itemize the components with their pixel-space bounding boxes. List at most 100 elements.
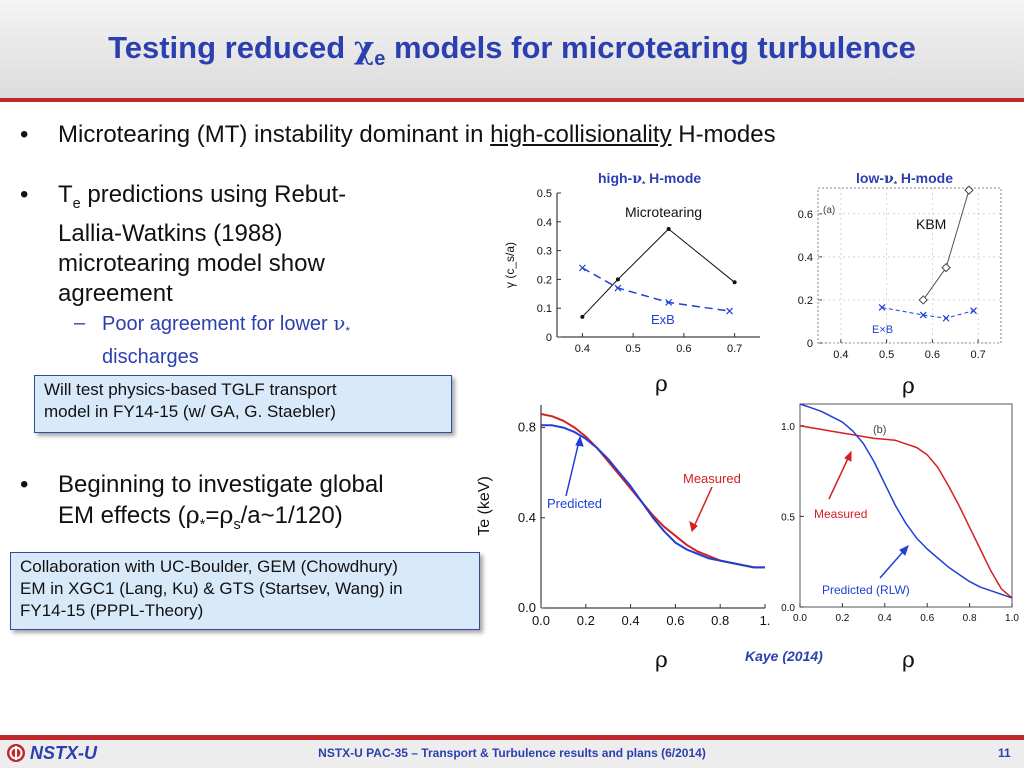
- chart-0-data-point: [665, 299, 673, 306]
- chart-0-data-point: [580, 314, 585, 319]
- chart-1-data-point: [941, 262, 951, 273]
- rho-star-sub: *: [199, 516, 206, 533]
- chart-0-y-tick-label: 0.4: [537, 217, 552, 229]
- bullet-1-text-end: H-modes: [671, 121, 776, 148]
- chart-2-y-axis-label: Te (keV): [476, 476, 493, 536]
- title-subscript: e: [374, 48, 386, 71]
- chart-1-data-point: [878, 304, 886, 311]
- high-nu-title-end: H-mode: [645, 170, 702, 186]
- chart-1-data-point: [970, 307, 977, 315]
- chart-3-series-line: [799, 425, 1013, 599]
- chart-2-y-tick-label: 0.8: [518, 420, 536, 435]
- chart-2-x-tick-label: 0.4: [622, 613, 640, 628]
- bullet-2-line-4: agreement: [58, 279, 173, 307]
- chart-0-data-point: [726, 307, 733, 315]
- page-number: 11: [998, 746, 1011, 760]
- chart-2-measured-arrow: [691, 486, 713, 532]
- chart-2-predicted-arrowhead: [575, 435, 584, 447]
- bullet-dot: •: [20, 471, 29, 498]
- bullet-2-line-2: Lallia-Watkins (1988): [58, 219, 283, 247]
- bullet-dot: •: [20, 121, 29, 148]
- chart-3-x-tick-label: 0.0: [793, 613, 807, 624]
- chart-3-annotation-predicted: Predicted (RLW): [822, 583, 910, 597]
- rho-label-plot-4: ρ: [902, 648, 915, 673]
- chart-2-x-tick-label: 0.6: [666, 613, 684, 628]
- collab-line-1: Collaboration with UC-Boulder, GEM (Chow…: [20, 557, 398, 576]
- chart-2-x-tick-label: 1.: [760, 613, 771, 628]
- chart-1-x-tick-label: 0.7: [970, 349, 985, 361]
- chart-1-y-tick-label: 0.4: [798, 252, 813, 264]
- chart-1-series-line: [922, 190, 970, 301]
- bullet-1-text: Microtearing (MT) instability dominant i…: [58, 121, 491, 148]
- nu-symbol: ν: [632, 171, 642, 187]
- chart-0-series-line: [582, 228, 735, 318]
- chart-0-data-point: [615, 277, 620, 282]
- chart-1-data-point: [919, 311, 927, 319]
- nstx-logo-text: NSTX-U: [30, 743, 97, 763]
- title-chi-symbol: χ: [353, 30, 375, 66]
- citation: Kaye (2014): [745, 648, 823, 664]
- chart-1-x-tick-label: 0.6: [925, 349, 940, 361]
- bullet-3-line-2: EM effects (ρ*=ρs/a~1/120): [58, 500, 458, 540]
- chart-1-y-tick-label: 0.2: [798, 295, 813, 307]
- bullet-3-text: EM effects (: [58, 502, 186, 529]
- chart-2-measured-arrowhead: [689, 521, 698, 532]
- chart-3-annotation-measured: Measured: [814, 507, 867, 521]
- chart-2-y-tick-label: 0.4: [518, 510, 536, 525]
- chart-2-x-tick-label: 0.0: [532, 613, 550, 628]
- rho-label-plot-3: ρ: [655, 648, 668, 673]
- chart-1-annotation-exb: E×B: [872, 324, 893, 336]
- rho-s-sub: s: [233, 516, 241, 533]
- nu-symbol: ν: [333, 311, 346, 335]
- tglf-line-2: model in FY14-15 (w/ GA, G. Staebler): [44, 402, 336, 421]
- chart-0-series-line: [582, 267, 730, 312]
- low-nu-title-end: H-mode: [896, 170, 953, 186]
- bullet-2-line-1: Te predictions using Rebut-: [58, 180, 438, 219]
- chart-1-data-point: [942, 314, 950, 322]
- chart-3-x-tick-label: 0.2: [835, 613, 849, 624]
- chart-0-data-point: [614, 284, 622, 292]
- footer-bar: [0, 740, 1024, 768]
- bullet-dot: •: [20, 181, 29, 208]
- chart-0-data-point: [578, 264, 586, 272]
- high-nu-plot-title: high-ν* H-mode: [598, 170, 701, 189]
- chart-0-x-tick-label: 0.6: [676, 343, 691, 355]
- nstx-logo-icon: [7, 744, 25, 762]
- chart-0-x-tick-label: 0.5: [625, 343, 640, 355]
- bullet-2: • Te predictions using Rebut- Lallia-Wat…: [20, 180, 438, 309]
- chart-2-y-tick-label: 0.0: [518, 600, 536, 615]
- chart-0-y-tick-label: 0: [546, 332, 552, 344]
- te-subscript: e: [72, 195, 81, 212]
- sub-bullet-line-2: discharges: [102, 346, 199, 368]
- chart-1-data-point: [918, 295, 928, 305]
- sub-bullet-dash: –: [74, 312, 86, 334]
- chart-1-x-tick-label: 0.4: [833, 349, 848, 361]
- chart-0-x-tick-label: 0.7: [727, 343, 742, 355]
- bullet-3-line-1: Beginning to investigate global: [58, 471, 384, 498]
- chart-3-x-tick-label: 0.8: [963, 613, 977, 624]
- bullet-2-line-3: microtearing model show: [58, 249, 325, 277]
- title-text-2: models for microtearing turbulence: [385, 30, 916, 65]
- rho-label-plot-1: ρ: [655, 372, 668, 397]
- chart-1-series-line: [881, 307, 974, 319]
- chart-0-data-point: [666, 227, 671, 231]
- bullet-3-text-end: /a~1/120): [240, 502, 343, 529]
- chart-3-series-line: [799, 403, 1013, 599]
- nu-star: *: [641, 178, 646, 189]
- chart-0-y-tick-label: 0.3: [537, 246, 552, 258]
- chart-2-series-line: [541, 424, 765, 569]
- chart-3-y-tick-label: 0.0: [781, 603, 795, 614]
- te-symbol: T: [58, 181, 73, 208]
- chart-2-series-line: [540, 413, 765, 569]
- sub-bullet-text: Poor agreement for lower: [102, 313, 334, 335]
- low-nu-plot-title: low-ν* H-mode: [856, 170, 953, 189]
- chart-0-x-tick-label: 0.4: [575, 343, 590, 355]
- chart-0-annotation-exb: ExB: [651, 312, 675, 327]
- tglf-line-1: Will test physics-based TGLF transport: [44, 380, 337, 399]
- chart-1-y-tick-label: 0: [807, 338, 813, 350]
- nu-symbol: ν: [884, 171, 894, 187]
- chart-3-y-tick-label: 0.5: [781, 512, 795, 523]
- tglf-callout: Will test physics-based TGLF transport m…: [34, 375, 452, 433]
- chart-1-data-point: [964, 185, 974, 195]
- low-nu-title-text: low-: [856, 170, 884, 186]
